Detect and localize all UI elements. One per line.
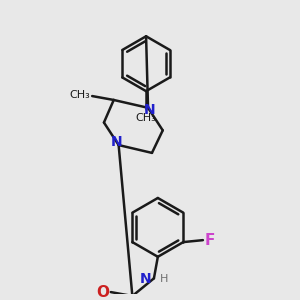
- Text: N: N: [111, 135, 122, 149]
- Text: H: H: [160, 274, 168, 284]
- Text: N: N: [144, 103, 156, 117]
- Text: CH₃: CH₃: [136, 113, 157, 123]
- Text: N: N: [140, 272, 151, 286]
- Text: CH₃: CH₃: [70, 90, 90, 100]
- Text: O: O: [97, 285, 110, 300]
- Text: F: F: [205, 232, 215, 247]
